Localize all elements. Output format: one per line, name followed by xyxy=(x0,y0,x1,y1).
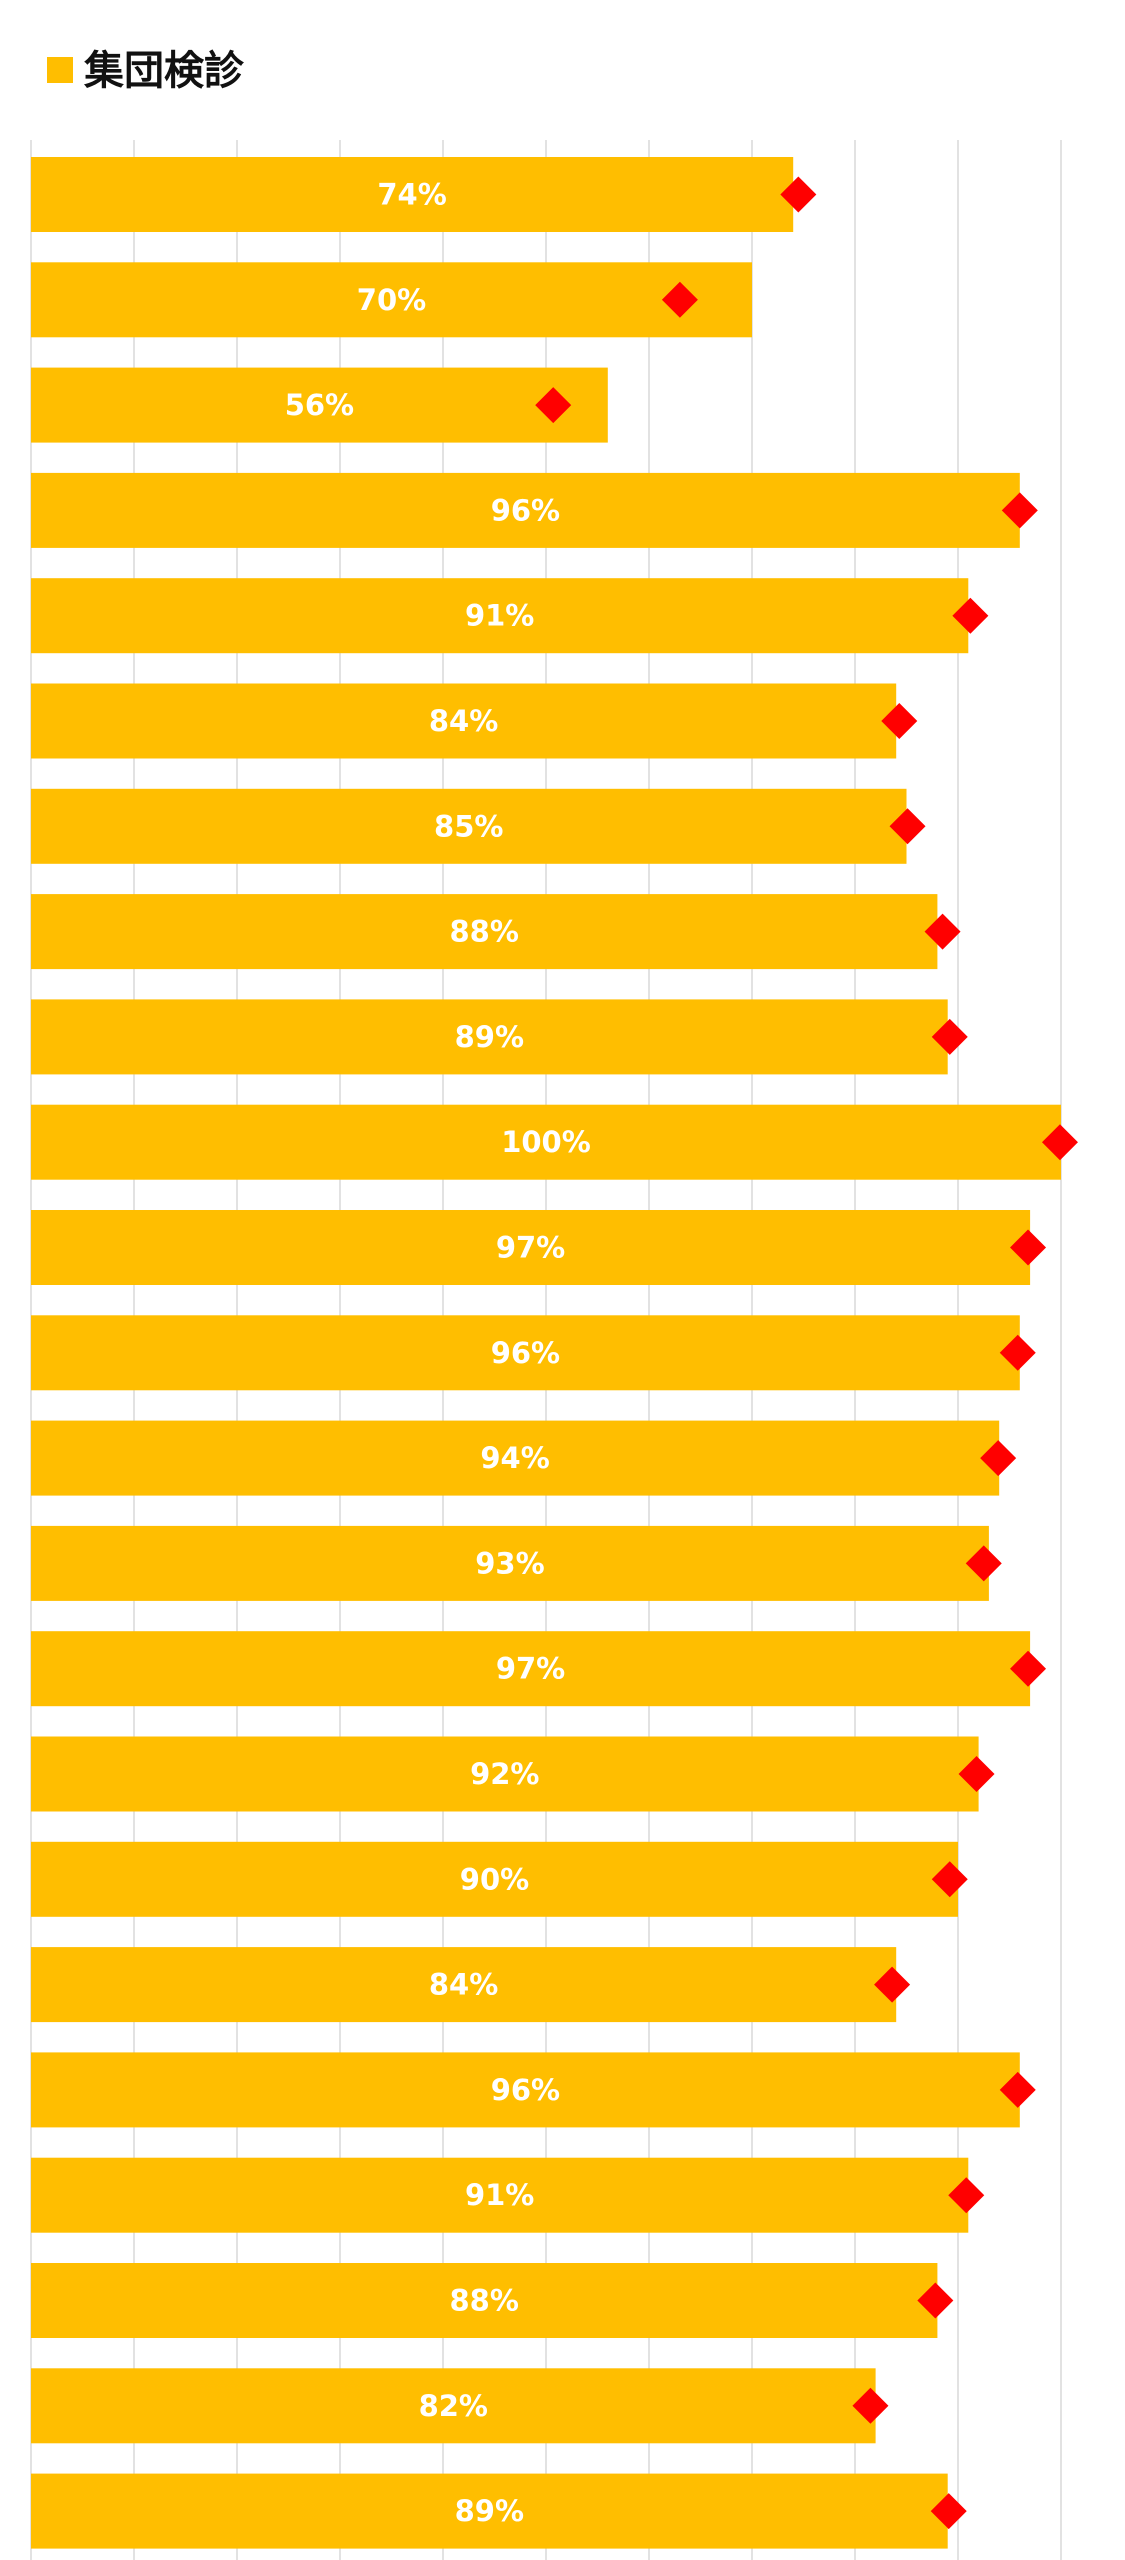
diamond-marker xyxy=(1010,1650,1047,1687)
bar xyxy=(31,157,794,232)
bar-value-label: 96% xyxy=(491,1336,560,1370)
diamond-marker xyxy=(999,1334,1036,1371)
diamond-marker xyxy=(889,808,926,845)
bar-value-label: 90% xyxy=(460,1862,529,1896)
bar xyxy=(31,683,897,759)
bar-value-label: 82% xyxy=(419,2389,488,2423)
diamond-marker xyxy=(780,176,817,213)
bar-value-label: 96% xyxy=(491,2073,560,2107)
bar xyxy=(31,894,938,970)
bar xyxy=(31,1841,958,1917)
bar-value-label: 97% xyxy=(496,1652,565,1686)
diamond-marker xyxy=(952,597,989,634)
bar xyxy=(31,1104,1061,1180)
bar xyxy=(31,578,969,654)
diamond-marker xyxy=(980,1440,1017,1477)
diamond-marker xyxy=(930,2493,967,2530)
bar-value-label: 84% xyxy=(429,704,498,738)
bar xyxy=(31,999,948,1075)
bar xyxy=(31,262,752,338)
bar-value-label: 94% xyxy=(480,1441,549,1475)
diamond-marker xyxy=(535,387,572,424)
bar-value-label: 91% xyxy=(465,599,534,633)
bar-value-label: 70% xyxy=(357,283,426,317)
bar xyxy=(31,367,608,443)
bar-value-label: 56% xyxy=(285,388,354,422)
bar xyxy=(31,1315,1020,1391)
bar xyxy=(31,1525,989,1601)
diamond-marker xyxy=(881,703,918,739)
bar-value-label: 89% xyxy=(455,2494,524,2528)
bar xyxy=(31,1631,1031,1707)
bar xyxy=(31,2368,876,2444)
bar-labels: 74% 70% 56% 96% 91% 84% 85% 88% 89% 100% 97% 96% 94%… xyxy=(285,178,591,2529)
bar-value-label: 74% xyxy=(377,178,446,212)
bar xyxy=(31,2473,948,2549)
bar-value-label: 91% xyxy=(465,2178,534,2212)
bar xyxy=(31,1420,1000,1496)
bars xyxy=(31,157,1061,2549)
diamond-marker xyxy=(1001,492,1038,529)
bar-value-label: 84% xyxy=(429,1968,498,2002)
legend-swatch-group-screening xyxy=(47,57,73,83)
bar xyxy=(31,1736,979,1812)
bar xyxy=(31,2052,1020,2128)
diamond-marker xyxy=(999,2071,1036,2108)
diamond-marker xyxy=(1010,1229,1047,1266)
bar xyxy=(31,1210,1031,1285)
bar xyxy=(31,472,1020,548)
bar-value-label: 92% xyxy=(470,1757,539,1791)
diamond-marker xyxy=(852,2387,889,2424)
bar-value-label: 88% xyxy=(449,915,518,949)
bar xyxy=(31,1947,897,2023)
bar xyxy=(31,788,907,864)
bar xyxy=(31,2157,969,2233)
diamond-marker xyxy=(965,1545,1002,1582)
markers xyxy=(535,176,1078,2530)
bar-value-label: 85% xyxy=(434,809,503,843)
bar-value-label: 93% xyxy=(475,1546,544,1580)
bar-value-label: 88% xyxy=(449,2284,518,2318)
diamond-marker xyxy=(958,1756,995,1792)
diamond-marker xyxy=(924,913,961,950)
legend-label-group-screening: 集団検診 xyxy=(83,48,245,94)
diamond-marker xyxy=(917,2282,954,2319)
bar-value-label: 96% xyxy=(491,493,560,527)
bar xyxy=(31,2263,938,2338)
diamond-marker xyxy=(1041,1124,1078,1161)
diamond-marker xyxy=(931,1018,968,1055)
bar-value-label: 100% xyxy=(501,1125,591,1159)
bar-value-label: 89% xyxy=(455,1020,524,1054)
legend: 集団検診 xyxy=(47,48,245,94)
diamond-marker xyxy=(661,281,698,318)
diamond-marker xyxy=(874,1966,911,2003)
diamond-marker xyxy=(948,2177,985,2214)
diamond-marker xyxy=(931,1861,968,1898)
bar-value-label: 97% xyxy=(496,1231,565,1265)
